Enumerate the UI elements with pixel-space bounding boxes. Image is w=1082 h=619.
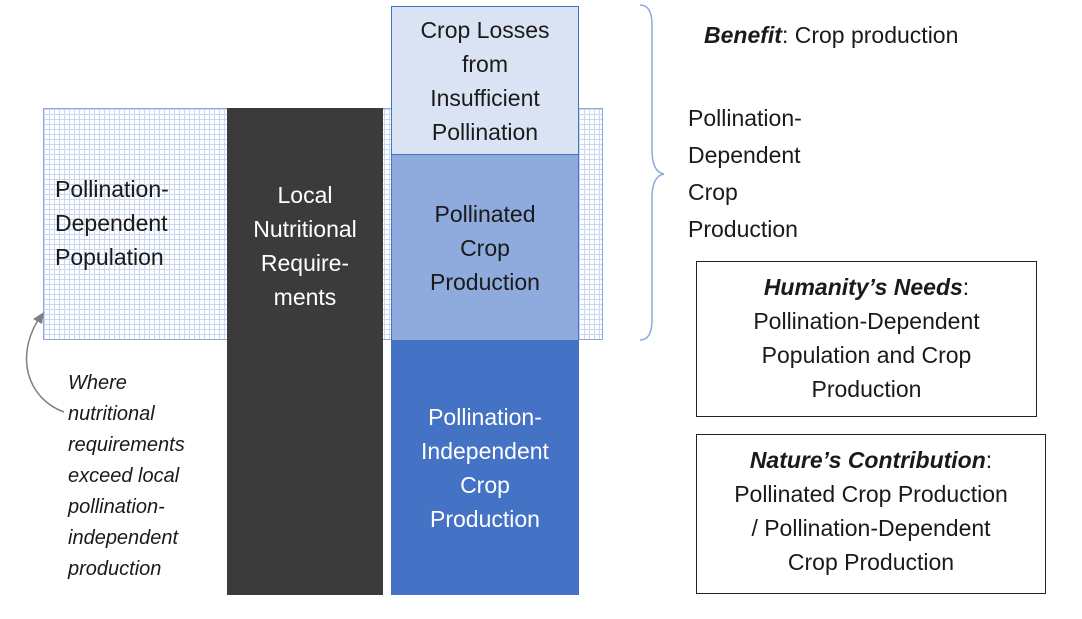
where-line: independent [68,527,179,549]
population-line: Population [55,244,164,270]
brace-icon [639,4,665,341]
pollinated-line: Production [430,268,540,295]
nature-contribution-heading: Nature’s Contribution [749,447,986,473]
losses-line: Insufficient [430,84,540,111]
pdcp-line: Production [688,216,798,242]
pollination-independent-crop-block: Pollination- Independent Crop Production [391,340,579,595]
pdcp-line: Crop [688,179,738,205]
independent-line: Independent [421,437,549,464]
requirements-line: Nutritional [253,216,357,242]
pollination-dependent-population-label: Pollination- Dependent Population [55,172,215,274]
humanity-needs-title: Humanity’s Needs: [764,270,969,304]
benefit-heading: Benefit [704,22,782,48]
humanity-needs-colon: : [962,274,970,300]
where-line: nutritional [68,403,155,425]
pollination-dependent-crop-production-label: Pollination- Dependent Crop Production [688,100,802,248]
pdcp-line: Dependent [688,142,801,168]
requirements-line: Require- [260,250,350,276]
losses-line: Pollination [431,118,539,145]
requirements-line: Local [277,182,333,208]
local-nutritional-requirements-block: Local Nutritional Require- ments [227,108,383,595]
nature-contribution-line: Crop Production [787,549,955,575]
humanity-needs-line: Pollination-Dependent [753,308,980,334]
pdcp-line: Pollination- [688,105,802,131]
humanity-needs-box: Humanity’s Needs: Pollination-Dependent … [696,261,1037,417]
benefit-label: Benefit: Crop production [704,18,958,52]
nature-contribution-colon: : [985,447,993,473]
independent-line: Production [430,505,540,532]
curved-arrow [25,319,65,413]
arrow-head-icon [33,312,44,324]
pollinated-crop-production-block: Pollinated Crop Production [391,154,579,341]
nature-contribution-title: Nature’s Contribution: [750,443,992,477]
humanity-needs-line: Production [811,376,922,402]
where-line: pollination- [68,496,165,518]
where-line: production [68,558,162,580]
nature-contribution-line: / Pollination-Dependent [751,515,991,541]
where-line: Where [68,372,127,394]
where-line: requirements [68,434,185,456]
population-line: Pollination- [55,176,169,202]
population-line: Dependent [55,210,168,236]
pollinated-line: Crop [460,234,510,261]
losses-line: Crop Losses [420,16,550,43]
nature-contribution-line: Pollinated Crop Production [734,481,1008,507]
independent-line: Crop [460,471,510,498]
pollinated-line: Pollinated [434,200,536,227]
benefit-separator: : [781,22,795,48]
humanity-needs-line: Population and Crop [761,342,972,368]
nature-contribution-box: Nature’s Contribution: Pollinated Crop P… [696,434,1046,594]
crop-losses-block: Crop Losses from Insufficient Pollinatio… [391,6,579,155]
where-note: Where nutritional requirements exceed lo… [68,368,185,585]
where-line: exceed local [68,465,180,487]
humanity-needs-heading: Humanity’s Needs [763,274,963,300]
benefit-text: Crop production [794,22,959,48]
losses-line: from [462,50,508,77]
independent-line: Pollination- [428,403,542,430]
requirements-line: ments [273,284,337,310]
